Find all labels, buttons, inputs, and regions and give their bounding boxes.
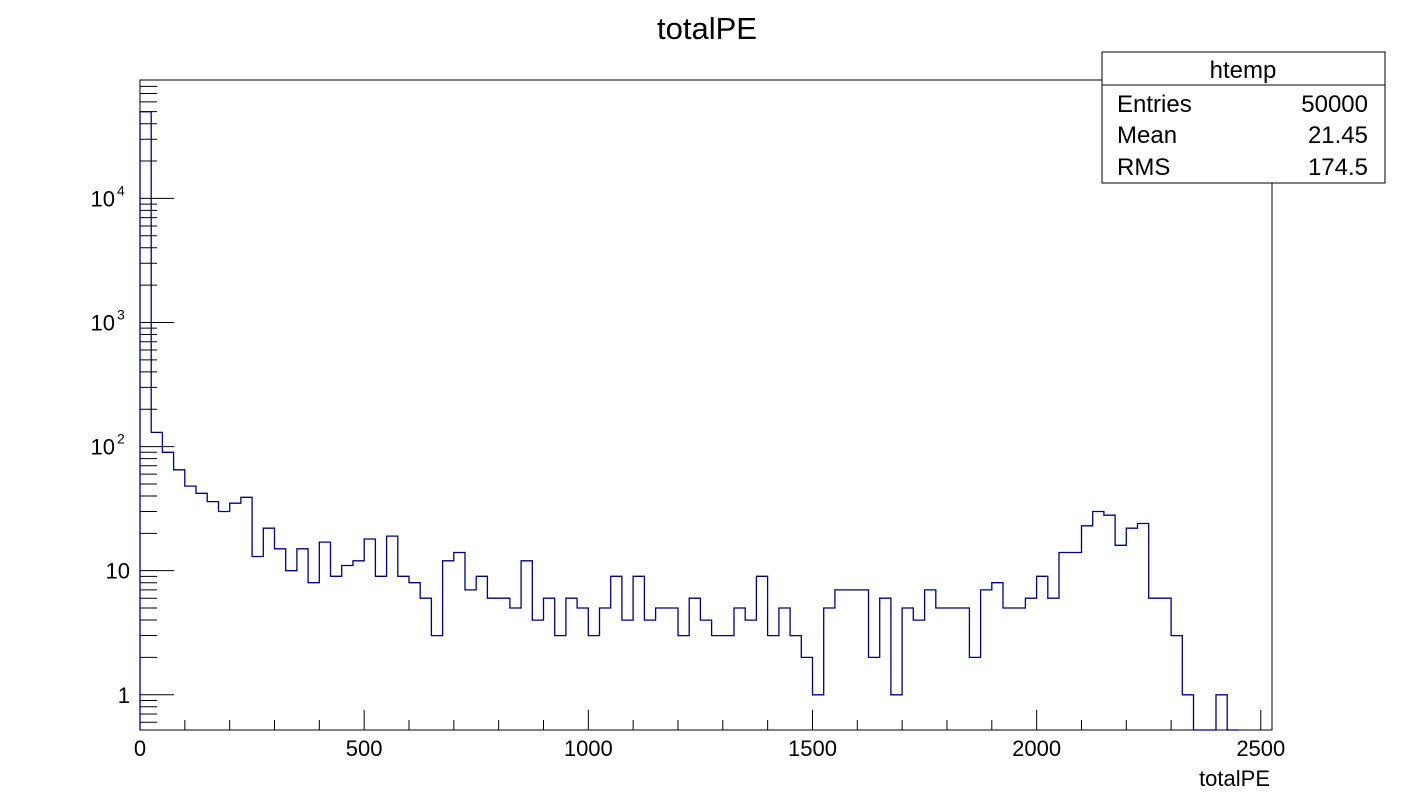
x-tick-label: 1500 [788,736,837,761]
y-tick-exponent: 4 [117,182,125,198]
stats-mean-value: 21.45 [1308,122,1368,149]
y-tick-exponent: 3 [117,306,125,322]
x-tick-label: 0 [134,736,146,761]
stats-rms-label: RMS [1117,154,1170,181]
y-tick-exponent: 2 [117,431,125,447]
y-tick-label: 10 [91,435,115,460]
x-tick-label: 500 [346,736,383,761]
stats-box-frame [1101,51,1386,184]
y-tick-label: 1 [118,683,130,708]
y-tick-label: 10 [106,559,130,584]
x-tick-labels: 0 500 1000 1500 2000 2500 [134,736,1285,761]
stats-box: htemp Entries 50000 Mean 21.45 RMS 174.5 [1101,51,1386,184]
stats-mean-label: Mean [1117,122,1177,149]
x-axis-title: totalPE [1199,766,1270,791]
x-tick-label: 1000 [564,736,613,761]
stats-rms-value: 174.5 [1308,154,1368,181]
axis-ticks [139,79,1262,730]
x-tick-label: 2000 [1012,736,1061,761]
stats-entries-label: Entries [1117,91,1192,118]
stats-box-title: htemp [1210,57,1277,84]
y-tick-label: 10 [91,310,115,335]
chart-title: totalPE [657,11,757,46]
x-tick-label: 2500 [1236,736,1285,761]
stats-entries-value: 50000 [1301,91,1368,118]
histogram-series [139,111,1239,731]
y-tick-label: 10 [91,186,115,211]
